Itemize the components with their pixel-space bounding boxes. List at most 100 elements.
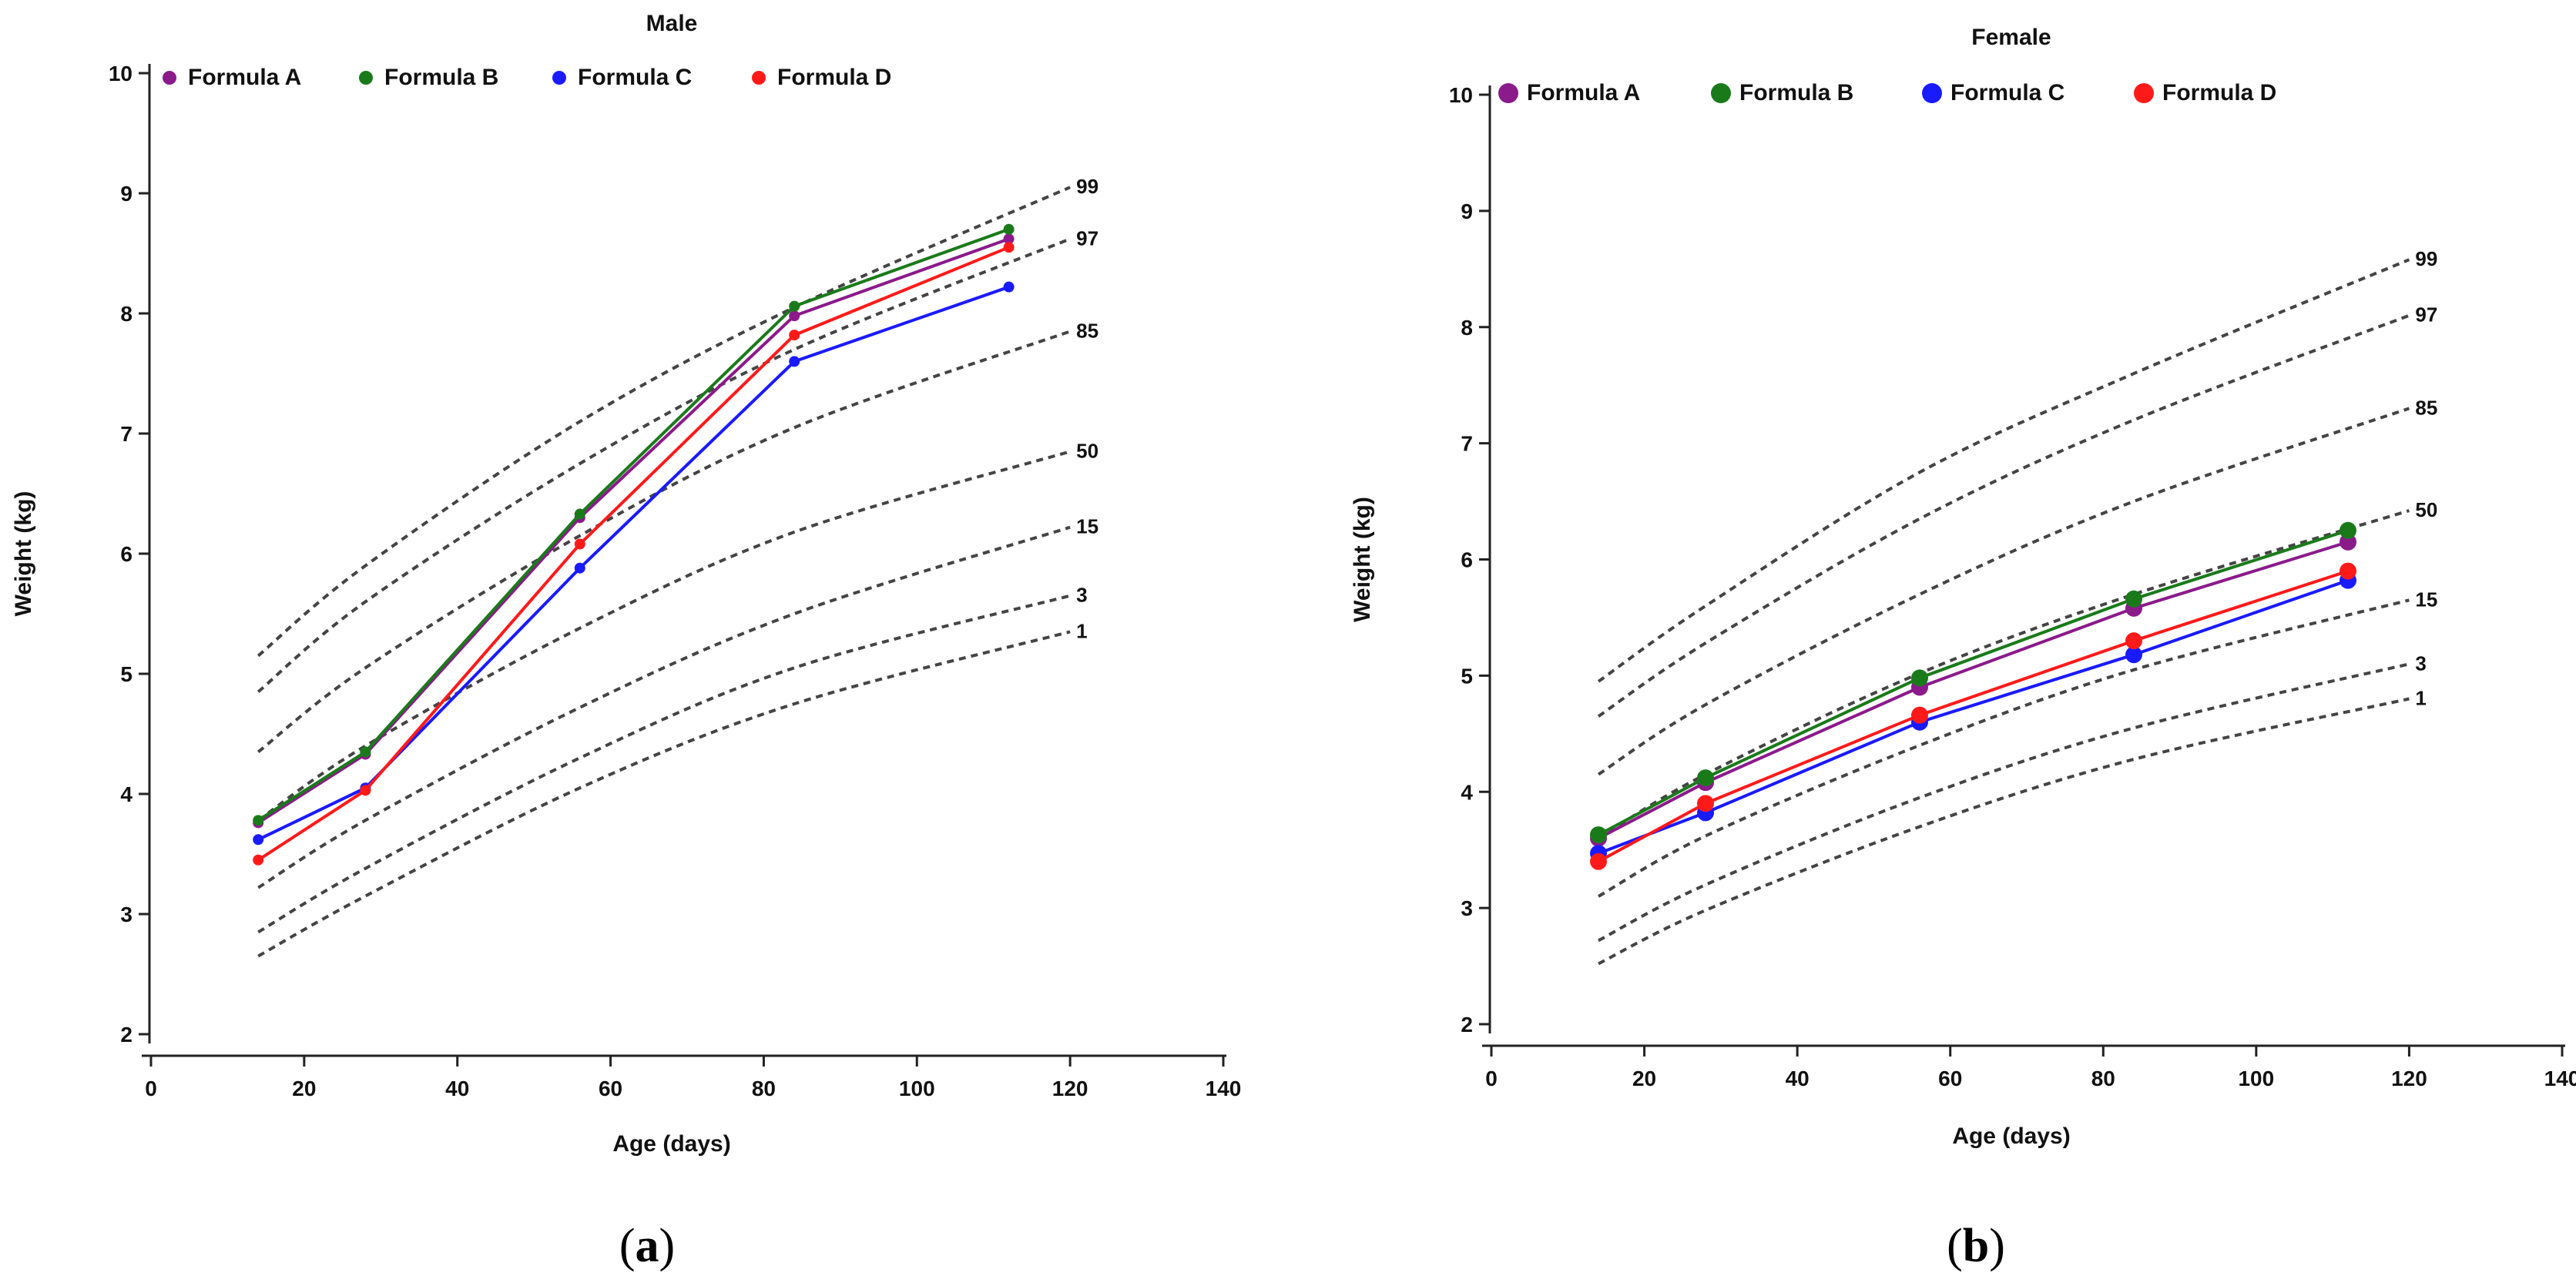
data-point: [2340, 533, 2356, 551]
x-tick-label: 60: [599, 1077, 622, 1100]
x-tick-label: 120: [1052, 1077, 1088, 1100]
data-point: [1003, 242, 1015, 253]
legend-label: Formula C: [578, 65, 692, 90]
percentile-curve-50: [1597, 509, 2410, 840]
percentile-curve-99: [1597, 258, 2410, 683]
data-point: [2125, 646, 2142, 664]
legend-label: Formula D: [777, 65, 891, 90]
data-point: [253, 815, 264, 826]
x-tick-label: 140: [2544, 1067, 2576, 1090]
y-tick-label: 7: [1461, 432, 1473, 456]
percentile-curve-97: [1597, 313, 2410, 718]
data-point: [1003, 281, 1015, 293]
data-point: [1590, 852, 1607, 870]
y-tick-label: 8: [120, 302, 132, 326]
legend-marker: [163, 71, 176, 85]
percentile-curve-85: [257, 330, 1071, 753]
data-point: [1911, 706, 1928, 724]
percentile-label: 50: [1076, 439, 1098, 462]
percentile-label: 1: [2415, 687, 2426, 710]
legend-label: Formula C: [1950, 80, 2064, 105]
series-line-formula-d: [257, 246, 1010, 862]
data-point: [253, 854, 264, 866]
x-axis-label: Age (days): [612, 1131, 730, 1157]
data-point: [1911, 669, 1928, 687]
y-tick-label: 5: [1461, 664, 1473, 688]
percentile-curve-3: [257, 594, 1071, 934]
x-tick-label: 80: [752, 1077, 776, 1100]
legend-label: Formula D: [2162, 80, 2276, 105]
series-line-formula-c: [257, 285, 1010, 842]
data-point: [2125, 632, 2142, 650]
data-point: [2125, 590, 2142, 608]
data-point: [789, 330, 800, 341]
x-tick-label: 40: [1786, 1067, 1810, 1090]
y-axis-label: Weight (kg): [11, 491, 36, 617]
percentile-curve-15: [257, 525, 1071, 889]
y-tick-label: 6: [120, 542, 132, 566]
chart-title: Male: [646, 11, 698, 36]
x-tick-label: 80: [2091, 1067, 2115, 1090]
y-tick-label: 4: [120, 782, 132, 806]
x-tick-label: 20: [292, 1077, 316, 1100]
data-point: [789, 356, 800, 367]
percentile-curve-1: [257, 630, 1071, 958]
data-point: [1697, 769, 1714, 787]
x-tick-label: 20: [1632, 1067, 1656, 1090]
y-tick-label: 2: [1461, 1013, 1473, 1037]
data-point: [1003, 233, 1015, 245]
x-axis-label: Age (days): [1952, 1124, 2070, 1149]
percentile-curve-15: [1598, 598, 2410, 898]
x-tick-label: 0: [1485, 1067, 1498, 1090]
data-point: [789, 310, 800, 322]
x-tick-label: 100: [2238, 1067, 2274, 1090]
legend-marker: [1922, 83, 1942, 103]
x-tick-label: 40: [445, 1077, 469, 1100]
series-line-formula-a: [1598, 540, 2349, 840]
x-tick-label: 100: [899, 1077, 935, 1100]
percentile-curve-50: [257, 450, 1071, 822]
data-point: [2340, 562, 2356, 580]
percentile-label: 85: [1076, 319, 1098, 342]
percentile-curve-97: [257, 237, 1071, 693]
percentile-curve-99: [257, 186, 1071, 658]
data-point: [2340, 521, 2356, 539]
x-tick-label: 0: [145, 1077, 157, 1100]
y-axis-label: Weight (kg): [1350, 497, 1375, 622]
y-tick-label: 4: [1461, 780, 1473, 804]
percentile-label: 85: [2415, 396, 2437, 419]
percentile-label: 15: [1076, 515, 1098, 538]
panel-label: (a): [619, 1220, 675, 1272]
y-tick-label: 7: [120, 422, 132, 446]
percentile-label: 99: [1076, 175, 1098, 198]
data-point: [253, 834, 264, 846]
percentile-label: 50: [2415, 498, 2437, 521]
percentile-label: 97: [2415, 303, 2437, 327]
percentile-label: 3: [1076, 584, 1087, 607]
y-tick-label: 10: [109, 62, 132, 85]
legend-marker: [1498, 83, 1518, 103]
legend-marker: [2134, 83, 2154, 103]
legend-label: Formula A: [188, 65, 301, 90]
percentile-label: 97: [1076, 226, 1098, 249]
legend-marker: [752, 71, 766, 85]
percentile-curve-1: [1598, 697, 2410, 966]
chart-title: Female: [1971, 25, 2051, 50]
percentile-label: 99: [2415, 247, 2437, 270]
legend-label: Formula B: [1739, 80, 1853, 105]
x-tick-label: 120: [2391, 1067, 2427, 1090]
data-point: [1697, 795, 1714, 812]
y-tick-label: 9: [1461, 199, 1473, 223]
legend-label: Formula A: [1527, 80, 1640, 105]
y-tick-label: 3: [1461, 896, 1473, 920]
percentile-label: 1: [1076, 619, 1087, 642]
x-tick-label: 60: [1938, 1067, 1962, 1090]
data-point: [1003, 223, 1015, 235]
data-point: [574, 562, 585, 574]
y-tick-label: 10: [1449, 83, 1473, 107]
y-tick-label: 6: [1461, 548, 1473, 572]
data-point: [360, 785, 371, 796]
data-point: [574, 508, 585, 520]
